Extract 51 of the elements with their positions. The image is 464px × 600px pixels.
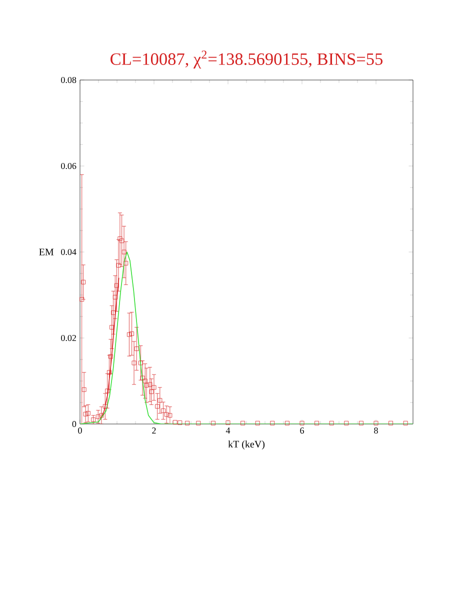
point [111,310,116,315]
x-tick-label: 8 [374,428,378,434]
point [164,412,169,417]
point [185,420,190,426]
point [300,420,304,426]
point [240,420,245,426]
y-tick-label: 0.02 [61,334,76,342]
x-tick-label: 2 [152,428,156,434]
point [149,390,154,394]
point [388,420,393,426]
point [134,346,139,351]
point [110,325,114,330]
point [403,420,408,426]
point [168,413,172,418]
point [114,283,119,288]
point [255,420,260,426]
point [226,420,230,425]
x-tick-label: 6 [300,428,304,434]
chart-title: CL=10087, χ$^{2}$=138.5690155, BINS=55 [110,50,382,68]
point [285,420,290,426]
point [359,420,364,426]
point [344,420,349,426]
point [122,250,126,254]
y-axis-title: EM [39,248,54,256]
point [158,398,162,403]
point [178,420,182,425]
point [120,238,124,244]
point [270,420,275,426]
point [82,387,86,392]
point [81,280,86,284]
point [132,360,136,366]
point [374,420,378,426]
y-tick-label: 0.06 [61,162,76,170]
point [142,378,148,384]
x-axis-title: kT (keV) [228,440,265,450]
y-tick-label: 0.04 [61,248,76,256]
point [144,383,149,388]
x-tick-label: 4 [226,428,230,434]
point [83,412,88,416]
x-tick-label: 0 [78,428,82,434]
point [96,414,100,419]
point [127,332,132,337]
point [155,404,160,409]
point [329,420,334,426]
point [314,420,319,426]
point [211,420,216,426]
y-tick-label: 0 [72,420,76,428]
point [112,294,118,300]
point [196,420,201,426]
y-tick-label: 0.08 [61,76,76,84]
line-series [80,252,413,424]
